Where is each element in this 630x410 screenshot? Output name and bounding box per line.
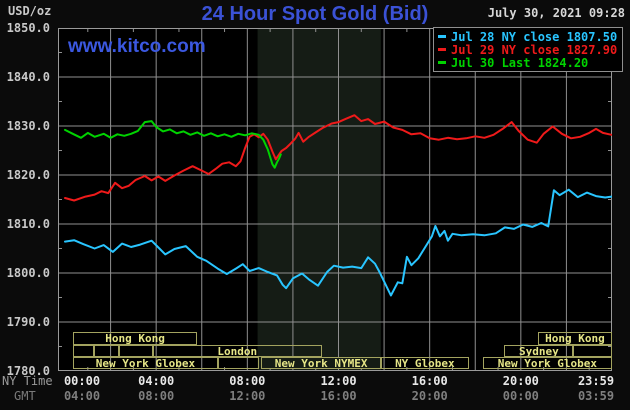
y-axis-tick-label: 1790.0 [6, 315, 50, 329]
legend-dash-icon [438, 48, 446, 51]
nymex-session-band [257, 28, 381, 371]
legend-item: Jul 28 NY close 1807.50 [438, 29, 622, 44]
session-box-empty [573, 345, 612, 357]
session-box-new-york-nymex: New York NYMEX [261, 357, 381, 369]
gmt-tick: 04:00 [63, 389, 101, 403]
y-axis-tick-label: 1850.0 [6, 21, 50, 35]
price-line-jul30 [64, 120, 282, 169]
plot-area: www.kitco.com Hong Kong Hong Kong London Sy… [58, 28, 612, 371]
session-box-new-york-globex: New York Globex [482, 357, 612, 369]
y-axis-tick-label: 1820.0 [6, 168, 50, 182]
y-axis-tick-label: 1800.0 [6, 266, 50, 280]
ny-time-tick: 23:59 [577, 374, 615, 388]
kitco-watermark-link[interactable]: www.kitco.com [68, 36, 206, 57]
ny-time-tick-row: 00:00 04:00 08:00 12:00 16:00 20:00 23:59 [0, 374, 630, 388]
ny-time-tick: 16:00 [411, 374, 448, 388]
legend-box: Jul 28 NY close 1807.50 Jul 29 NY close 1… [433, 27, 623, 72]
y-axis-labels: 1850.0 1840.0 1830.0 1820.0 1810.0 1800.0 1790… [0, 0, 54, 380]
session-box-ny-globex: NY Globex [380, 357, 469, 369]
ny-time-tick: 04:00 [138, 374, 175, 388]
session-box-sydney: Sydney [504, 345, 574, 357]
ny-time-tick: 08:00 [229, 374, 266, 388]
legend-item: Jul 29 NY close 1827.90 [438, 42, 622, 57]
legend-item-label: Jul 28 NY close 1807.50 [451, 29, 618, 44]
ny-time-tick: 12:00 [320, 374, 357, 388]
y-axis-unit-label: USD/oz [8, 4, 52, 18]
gmt-tick: 16:00 [320, 389, 357, 403]
ny-time-axis-label: NY Time [2, 374, 53, 388]
y-axis-tick-label: 1780.0 [6, 364, 50, 378]
gmt-tick: 20:00 [411, 389, 448, 403]
legend-item-label: Jul 29 NY close 1827.90 [451, 42, 618, 57]
session-box-hong-kong: Hong Kong [537, 332, 612, 345]
session-box-hong-kong: Hong Kong [72, 332, 198, 345]
y-axis-tick-label: 1810.0 [6, 217, 50, 231]
session-box-london: London [152, 345, 322, 357]
chart-title: 24 Hour Spot Gold (Bid) [201, 3, 429, 25]
price-line-jul29 [64, 114, 612, 202]
legend-dash-icon [438, 35, 446, 38]
gmt-tick-row: 04:00 08:00 12:00 16:00 20:00 00:00 03:59 [0, 389, 630, 403]
session-box-empty [72, 345, 94, 357]
gmt-tick: 08:00 [138, 389, 175, 403]
market-session-bands: Hong Kong Hong Kong London Sydney New York G… [58, 28, 612, 371]
y-axis-tick-label: 1830.0 [6, 119, 50, 133]
session-box-empty [93, 345, 120, 357]
price-lines-canvas [58, 28, 612, 371]
gmt-tick: 12:00 [229, 389, 266, 403]
gmt-tick: 00:00 [502, 389, 539, 403]
ny-time-tick: 20:00 [502, 374, 539, 388]
chart-datetime: July 30, 2021 09:28 [487, 6, 625, 20]
session-box-new-york-globex: New York Globex [72, 357, 218, 369]
price-line-jul28 [64, 188, 612, 297]
legend-dash-icon [438, 61, 446, 64]
y-axis-tick-label: 1840.0 [6, 70, 50, 84]
gmt-tick: 03:59 [577, 389, 615, 403]
legend-item: Jul 30 Last 1824.20 [438, 55, 622, 70]
plot-border [58, 28, 612, 371]
session-box-empty [217, 357, 260, 369]
session-box-empty [119, 345, 153, 357]
ny-time-tick: 00:00 [63, 374, 101, 388]
gmt-axis-label: GMT [14, 389, 36, 403]
legend-item-label: Jul 30 Last 1824.20 [451, 55, 589, 70]
